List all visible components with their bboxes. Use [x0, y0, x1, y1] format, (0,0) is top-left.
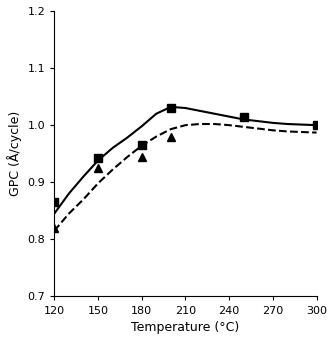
X-axis label: Temperature (°C): Temperature (°C)	[131, 321, 239, 334]
Y-axis label: GPC (Å/cycle): GPC (Å/cycle)	[7, 111, 22, 196]
